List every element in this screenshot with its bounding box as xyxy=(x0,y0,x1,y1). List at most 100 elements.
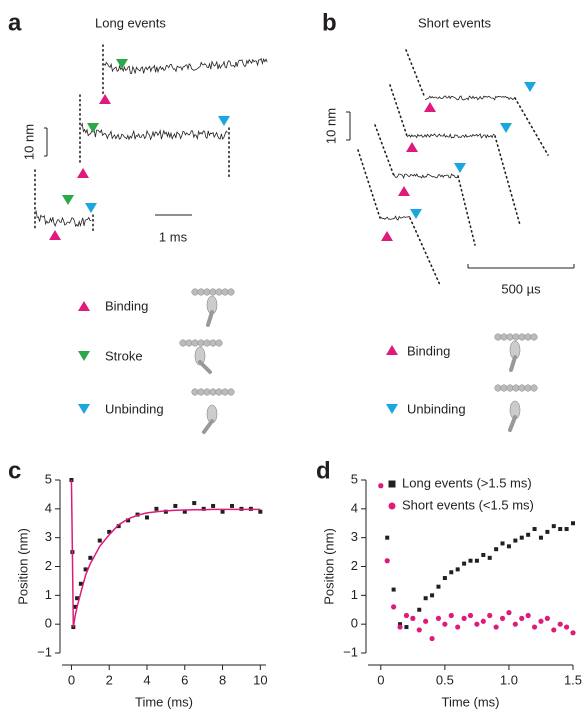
trace-dots xyxy=(358,150,380,218)
data-point xyxy=(487,613,492,618)
scale-label: 10 nm xyxy=(21,124,36,160)
y-axis-label: Position (nm) xyxy=(15,528,30,605)
data-point xyxy=(145,515,149,519)
data-point xyxy=(488,556,492,560)
myosin-icon xyxy=(192,389,235,432)
data-point xyxy=(385,536,389,540)
x-axis-label: Time (ms) xyxy=(135,694,193,709)
data-point xyxy=(551,627,556,632)
panel-label: c xyxy=(8,457,21,484)
y-tick-label: 2 xyxy=(45,558,52,573)
binding-marker xyxy=(406,142,418,152)
myosin-icon xyxy=(180,340,223,372)
data-point xyxy=(462,562,466,566)
legend-label: Unbinding xyxy=(105,401,164,416)
data-point xyxy=(417,627,422,632)
x-tick-label: 1.5 xyxy=(564,672,582,687)
stroke-marker xyxy=(87,123,99,133)
data-point xyxy=(430,593,434,597)
x-tick-label: 1.0 xyxy=(500,672,518,687)
legend-label: Short events (<1.5 ms) xyxy=(402,497,534,512)
trace xyxy=(380,216,410,220)
trace-dots xyxy=(458,176,475,245)
trace-dots xyxy=(495,136,520,225)
data-point xyxy=(571,521,575,525)
data-point xyxy=(494,624,499,629)
data-point xyxy=(404,613,409,618)
data-point xyxy=(211,504,215,508)
data-point xyxy=(404,625,408,629)
data-point xyxy=(519,616,524,621)
myosin-icon xyxy=(495,334,538,370)
data-point xyxy=(513,539,517,543)
x-tick-label: 8 xyxy=(219,672,226,687)
legend-marker xyxy=(389,481,396,488)
data-point xyxy=(526,533,530,537)
legend-marker xyxy=(386,404,398,414)
y-tick-label: 3 xyxy=(45,529,52,544)
data-point xyxy=(429,636,434,641)
data-point xyxy=(443,576,447,580)
legend-marker xyxy=(78,351,90,361)
y-tick-label: 3 xyxy=(351,529,358,544)
unbinding-marker xyxy=(410,209,422,219)
legend-label: Long events (>1.5 ms) xyxy=(402,475,532,490)
binding-marker xyxy=(99,94,111,104)
legend-marker xyxy=(389,503,396,510)
figure: a Long events 10 nm 1 ms Binding Stroke … xyxy=(0,0,584,715)
x-tick-label: 0 xyxy=(377,672,384,687)
y-tick-label: 1 xyxy=(45,587,52,602)
legend-marker xyxy=(78,301,90,311)
data-point xyxy=(392,588,396,592)
unbinding-marker xyxy=(524,82,536,92)
data-point xyxy=(391,604,396,609)
myosin-icon xyxy=(495,385,538,430)
data-point xyxy=(424,596,428,600)
y-tick-label: 0 xyxy=(45,616,52,631)
data-point xyxy=(481,619,486,624)
data-point xyxy=(417,608,421,612)
x-tick-label: 2 xyxy=(106,672,113,687)
binding-marker xyxy=(398,186,410,196)
data-point xyxy=(397,624,402,629)
data-point xyxy=(481,553,485,557)
trace-dots xyxy=(375,125,394,176)
trace xyxy=(394,174,458,178)
stroke-marker xyxy=(116,59,128,69)
trace xyxy=(407,134,495,138)
legend-marker xyxy=(386,345,398,355)
unbinding-marker xyxy=(85,203,97,213)
data-point xyxy=(461,616,466,621)
panel-label: d xyxy=(316,457,331,484)
traces xyxy=(358,50,548,285)
data-point xyxy=(475,559,479,563)
data-point xyxy=(423,619,428,624)
y-axis-label: Position (nm) xyxy=(321,528,336,605)
data-point xyxy=(154,507,158,511)
panel-label: a xyxy=(8,9,22,36)
x-tick-label: 0 xyxy=(68,672,75,687)
data-point xyxy=(558,527,562,531)
data-point xyxy=(538,619,543,624)
data-point xyxy=(565,527,569,531)
x-tick-label: 10 xyxy=(253,672,267,687)
data-point xyxy=(436,616,441,621)
x-tick-label: 6 xyxy=(181,672,188,687)
data-point xyxy=(442,622,447,627)
data-point xyxy=(532,624,537,629)
unbinding-marker xyxy=(218,116,230,126)
data-point xyxy=(520,536,524,540)
binding-marker xyxy=(49,230,61,240)
data-point xyxy=(410,616,415,621)
panel-label: b xyxy=(322,9,337,36)
data-point xyxy=(173,504,177,508)
data-point xyxy=(494,547,498,551)
y-tick-label: 1 xyxy=(351,587,358,602)
data-point xyxy=(564,624,569,629)
legend-label: Unbinding xyxy=(407,401,466,416)
traces xyxy=(35,45,267,232)
binding-marker xyxy=(381,231,393,241)
data-point xyxy=(436,585,440,589)
data-point xyxy=(469,559,473,563)
data-point xyxy=(500,616,505,621)
